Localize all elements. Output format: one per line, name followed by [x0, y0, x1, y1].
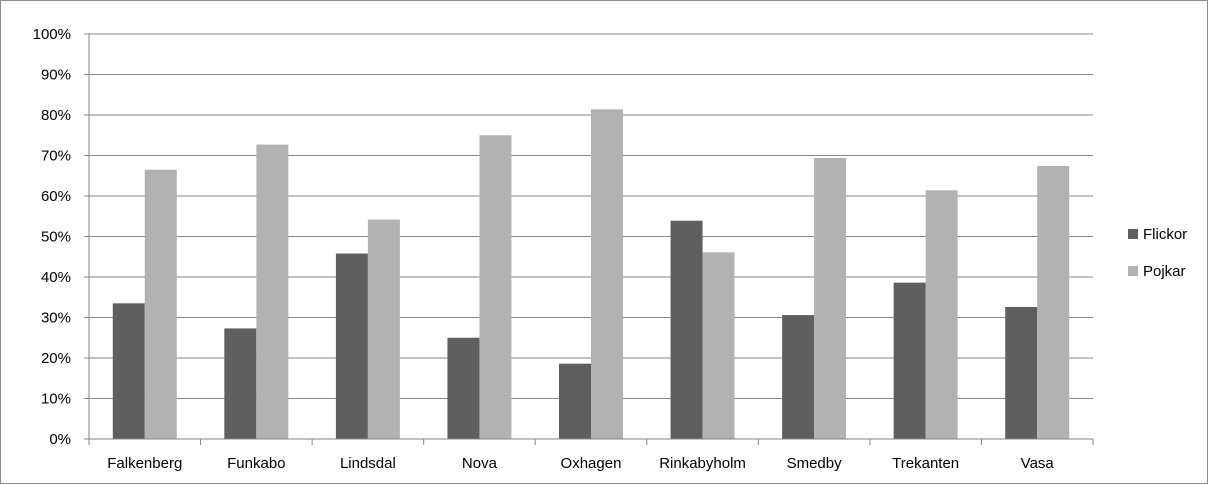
bar-flickor-vasa [1005, 306, 1038, 439]
legend-label-flickor: Flickor [1143, 226, 1187, 243]
legend-swatch-pojkar [1128, 266, 1138, 276]
y-tick-label: 50% [41, 229, 71, 246]
bar-flickor-funkabo [224, 328, 257, 439]
bar-flickor-oxhagen [559, 363, 591, 439]
x-category-label: Rinkabyholm [659, 455, 746, 472]
bars [112, 109, 1070, 440]
bar-flickor-falkenberg [112, 303, 145, 439]
bar-flickor-trekanten [893, 282, 926, 439]
x-category-label: Vasa [1021, 455, 1055, 472]
bar-pojkar-funkabo [256, 144, 289, 439]
y-tick-label: 70% [41, 148, 71, 165]
x-category-label: Nova [462, 455, 498, 472]
y-tick-label: 90% [41, 67, 71, 84]
x-category-label: Smedby [787, 455, 843, 472]
bar-pojkar-nova [479, 135, 512, 439]
y-tick-label: 40% [41, 269, 71, 286]
y-tick-label: 20% [41, 350, 71, 367]
bar-pojkar-oxhagen [591, 109, 623, 439]
axes [84, 33, 1094, 445]
y-tick-label: 0% [49, 431, 71, 448]
y-tick-label: 10% [41, 391, 71, 408]
bar-flickor-smedby [782, 315, 815, 439]
y-tick-label: 60% [41, 188, 71, 205]
bar-pojkar-trekanten [925, 190, 958, 439]
bar-flickor-lindsdal [335, 253, 368, 439]
y-axis-tick-labels: 0% 10% 20% 30% 40% 50% 60% 70% 80% 90% 100% [33, 26, 71, 448]
x-category-label: Trekanten [892, 455, 959, 472]
bar-pojkar-rinkabyholm [702, 252, 735, 439]
bar-pojkar-vasa [1037, 166, 1070, 439]
y-tick-label: 100% [33, 26, 71, 43]
y-tick-label: 80% [41, 107, 71, 124]
x-category-label: Funkabo [227, 455, 285, 472]
y-tick-label: 30% [41, 310, 71, 327]
x-category-label: Oxhagen [561, 455, 622, 472]
legend-label-pojkar: Pojkar [1143, 263, 1186, 280]
bar-pojkar-lindsdal [367, 219, 400, 439]
bar-pojkar-smedby [814, 157, 847, 439]
bar-flickor-rinkabyholm [670, 220, 703, 439]
x-category-label: Falkenberg [107, 455, 182, 472]
bar-pojkar-falkenberg [144, 169, 177, 440]
x-axis-category-labels: Falkenberg Funkabo Lindsdal Nova Oxhagen Rink… [107, 455, 1054, 472]
x-category-label: Lindsdal [340, 455, 396, 472]
legend-swatch-flickor [1128, 229, 1138, 239]
legend: Flickor Pojkar [1128, 226, 1187, 280]
bar-flickor-nova [447, 337, 480, 439]
